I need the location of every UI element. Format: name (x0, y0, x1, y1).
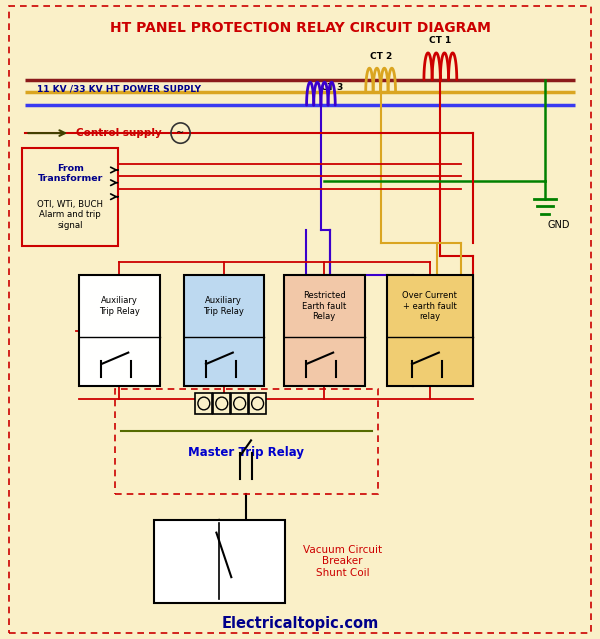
Text: Vacuum Circuit
Breaker
Shunt Coil: Vacuum Circuit Breaker Shunt Coil (303, 544, 382, 578)
Bar (115, 390, 377, 495)
Text: CT 1: CT 1 (429, 36, 451, 45)
Text: Auxiliary
Trip Relay: Auxiliary Trip Relay (203, 296, 244, 316)
Bar (154, 520, 285, 603)
Bar (249, 393, 266, 413)
Text: Control supply: Control supply (76, 128, 162, 138)
FancyBboxPatch shape (8, 6, 592, 633)
Text: 11 KV /33 KV HT POWER SUPPLY: 11 KV /33 KV HT POWER SUPPLY (37, 85, 201, 94)
Bar (386, 275, 473, 387)
Text: HT PANEL PROTECTION RELAY CIRCUIT DIAGRAM: HT PANEL PROTECTION RELAY CIRCUIT DIAGRA… (110, 21, 490, 35)
Text: GND: GND (548, 220, 571, 230)
Text: CT 3: CT 3 (321, 83, 343, 93)
Text: Over Current
+ earth fault
relay: Over Current + earth fault relay (403, 291, 457, 321)
Bar (22, 148, 118, 246)
Text: ~: ~ (176, 128, 185, 138)
Bar (196, 393, 212, 413)
Bar (184, 275, 264, 387)
Bar (232, 393, 248, 413)
Bar (214, 393, 230, 413)
Text: From
Transformer: From Transformer (37, 164, 103, 183)
Bar (79, 275, 160, 387)
Text: Auxiliary
Trip Relay: Auxiliary Trip Relay (99, 296, 140, 316)
Bar (157, 523, 282, 599)
Text: OTI, WTi, BUCH
Alarm and trip
signal: OTI, WTi, BUCH Alarm and trip signal (37, 200, 103, 229)
Text: Restricted
Earth fault
Relay: Restricted Earth fault Relay (302, 291, 346, 321)
Text: Master Trip Relay: Master Trip Relay (188, 446, 304, 459)
Text: Electricaltopic.com: Electricaltopic.com (221, 616, 379, 631)
Bar (284, 275, 365, 387)
Text: CT 2: CT 2 (370, 52, 392, 61)
